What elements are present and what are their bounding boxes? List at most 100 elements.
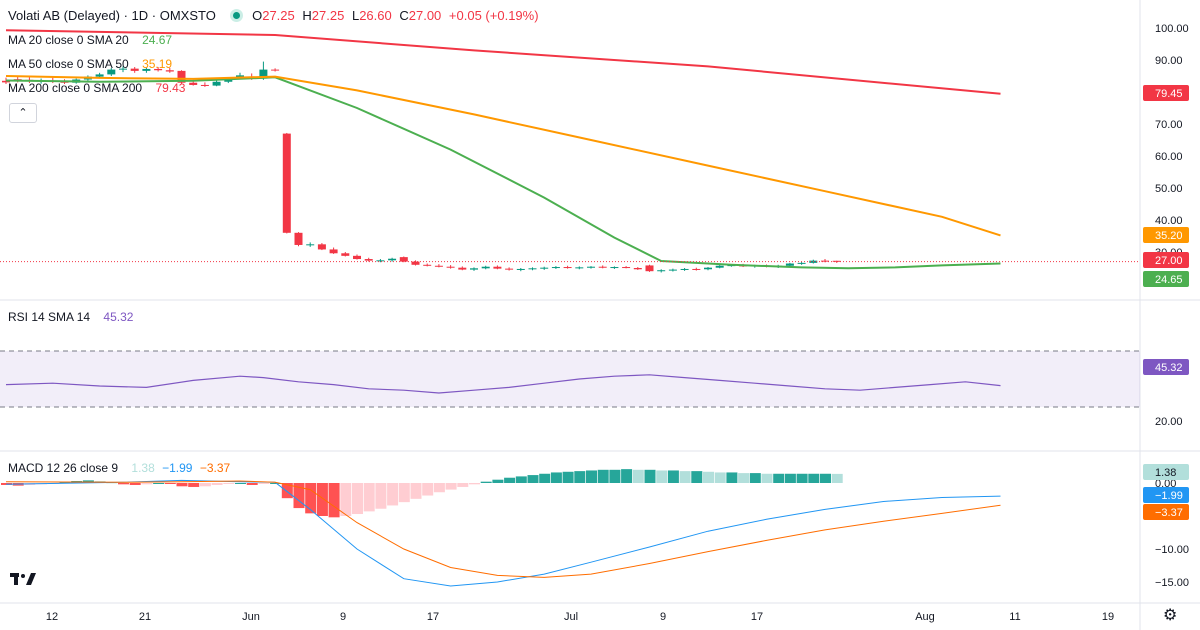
candle-body	[470, 268, 478, 270]
macd-histogram-group	[1, 469, 843, 518]
macd-histogram-bar	[469, 483, 480, 485]
ma20-line	[5, 76, 1001, 270]
rsi-axis-badge	[1143, 359, 1189, 375]
indicator-ma200[interactable]: MA 200 close 0 SMA 200 79.43	[8, 81, 189, 95]
candle-body	[704, 267, 712, 270]
indicator-ma20[interactable]: MA 20 close 0 SMA 20 24.67	[8, 33, 176, 47]
macd-histogram-bar	[773, 473, 785, 483]
candle-body	[832, 260, 841, 262]
rsi-axis-badge-text: 45.32	[1155, 362, 1183, 374]
macd-histogram-bar	[574, 471, 586, 483]
macd-axis-tick-label: −15.00	[1155, 577, 1189, 589]
macd-histogram-bar	[410, 483, 422, 499]
macd-histogram-bar	[738, 473, 750, 483]
macd-histogram-bar	[586, 470, 597, 483]
ohlc-open: 27.25	[262, 8, 295, 23]
macd-signal-line	[5, 480, 1001, 578]
macd-line	[5, 479, 1001, 587]
candle-body	[177, 70, 186, 83]
chevron-up-icon: ⌃	[18, 107, 28, 119]
gear-icon[interactable]: ⚙	[1163, 607, 1178, 624]
macd-histogram-bar	[422, 483, 434, 496]
candle-body	[493, 266, 502, 269]
macd-histogram-bar	[703, 471, 714, 483]
candle-body	[212, 81, 221, 86]
candle-body	[165, 70, 174, 72]
time-axis-tick-label: 11	[1009, 611, 1020, 623]
candle-body	[598, 266, 607, 268]
ohlc-close-label: C	[399, 8, 409, 23]
macd-histogram-bar	[352, 483, 363, 515]
rsi-value: 45.32	[103, 310, 134, 324]
candle-body	[551, 267, 560, 269]
chart-header: Volati AB (Delayed) · 1D · OMXSTO O27.25…	[8, 8, 539, 23]
price-axis-tick-label: 50.00	[1155, 183, 1183, 195]
candle-body	[411, 261, 420, 265]
macd-histogram-bar	[632, 469, 644, 483]
macd-histogram-bar	[480, 481, 492, 483]
macd-histogram-bar	[235, 483, 246, 484]
macd-histogram-bar	[679, 471, 691, 483]
candle-body	[657, 270, 666, 272]
macd-histogram-bar	[340, 483, 352, 516]
macd-axis-badge	[1143, 504, 1189, 520]
price-axis-tick-label: 90.00	[1155, 55, 1183, 67]
macd-histogram-bar	[691, 471, 703, 483]
macd-axis-badge-text: −1.99	[1155, 490, 1183, 502]
macd-histogram-bar	[621, 469, 633, 483]
ohlc-open-label: O	[252, 8, 263, 23]
price-axis-badge-text: 35.20	[1155, 230, 1183, 242]
macd-axis-badge	[1143, 464, 1189, 480]
market-status-icon	[233, 12, 241, 19]
candle-body	[259, 69, 268, 79]
ohlc-low-label: L	[351, 8, 360, 23]
ohlc-low: 26.60	[359, 8, 392, 23]
macd-axis-badge	[1143, 487, 1189, 503]
macd-histogram-bar	[784, 473, 796, 483]
candle-body	[353, 255, 361, 260]
time-axis-tick-label: 9	[660, 611, 666, 623]
price-axis-badge-text: 27.00	[1155, 255, 1183, 267]
candle-body	[423, 264, 432, 266]
time-axis-tick-label: 9	[340, 611, 346, 623]
macd-histogram-bar	[141, 483, 153, 485]
macd-histogram-bar	[188, 483, 200, 487]
candle-body	[317, 244, 326, 250]
indicator-ma50[interactable]: MA 50 close 0 SMA 50 35.19	[8, 57, 176, 71]
macd-histogram-bar	[258, 483, 270, 484]
candle-body	[329, 249, 338, 254]
macd-histogram-bar	[118, 483, 129, 485]
macd-histogram-bar	[761, 473, 773, 483]
rsi-legend[interactable]: RSI 14 SMA 14 45.32	[8, 310, 137, 324]
candle-body	[282, 133, 291, 233]
tradingview-logo-icon[interactable]	[10, 571, 40, 589]
macd-histogram-bar	[831, 473, 843, 483]
macd-histogram-bar	[363, 483, 375, 512]
candle-body	[95, 74, 104, 77]
price-axis-tick-label: 100.00	[1155, 23, 1189, 35]
macd-legend[interactable]: MACD 12 26 close 9 1.38 −1.99 −3.37	[8, 461, 234, 475]
ma200-line	[5, 29, 1001, 95]
price-axis-badge	[1143, 271, 1189, 287]
candle-body	[376, 260, 385, 262]
macd-axis-tick-label: −10.00	[1155, 544, 1189, 556]
candle-body	[622, 267, 631, 269]
collapse-legend-button[interactable]: ⌃	[9, 103, 37, 123]
candle-body	[540, 267, 549, 269]
macd-histogram-bar	[270, 483, 282, 484]
macd-histogram-bar	[749, 473, 761, 483]
macd-histogram-bar	[199, 483, 211, 487]
price-axis-badge	[1143, 252, 1189, 268]
macd-histogram-bar	[714, 472, 726, 483]
ohlc-high: 27.25	[311, 8, 345, 23]
macd-histogram-bar	[527, 475, 539, 483]
symbol-title[interactable]: Volati AB (Delayed) · 1D · OMXSTO	[8, 8, 216, 23]
macd-histogram-bar	[375, 483, 387, 509]
macd-histogram-bar	[726, 472, 738, 483]
candle-body	[692, 268, 701, 270]
indicator-ma50-label: MA 50 close 0 SMA 50	[8, 57, 129, 71]
ohlc-close: 27.00	[408, 8, 442, 23]
price-axis-badge	[1143, 85, 1189, 101]
macd-axis-badge-text: −3.37	[1155, 507, 1183, 519]
